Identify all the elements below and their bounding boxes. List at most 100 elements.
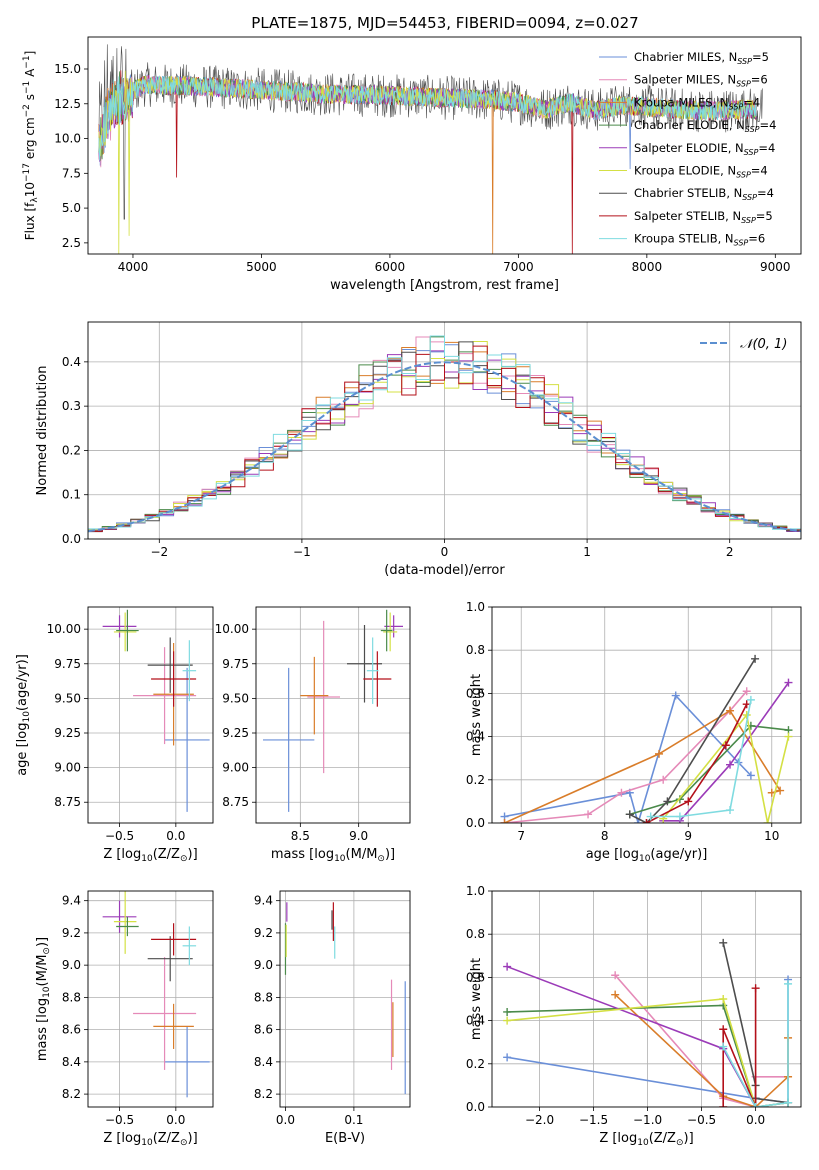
x-tick-label: 0.0 (746, 1113, 765, 1127)
x-tick-label: 10 (764, 829, 779, 843)
y-tick-label: 5.0 (62, 201, 81, 215)
data-point (763, 819, 772, 823)
axes-frame (87, 890, 214, 1108)
plot-area-age_vs_mass (256, 607, 410, 823)
data-point (719, 1025, 728, 1034)
panel-residual_hist: −2 −1 0 1 2 0.0 0.1 0.2 0.3 0.4 (data-model)/error… (35, 321, 802, 578)
x-tick-label: −0.5 (687, 1113, 716, 1127)
x-tick-label: 9000 (760, 260, 791, 274)
series-line (650, 699, 752, 818)
y-tick-label: 0.4 (466, 1014, 485, 1028)
x-tick-label: 8.5 (291, 829, 310, 843)
plot-area-mass_vs_Z (88, 891, 213, 1107)
series-line (504, 694, 752, 823)
data-point (784, 979, 793, 988)
axes-frame (279, 890, 411, 1108)
x-axis-label: wavelength [Angstrom, rest frame] (330, 278, 559, 293)
y-tick-label: 0.2 (62, 443, 81, 457)
data-point (742, 687, 751, 696)
data-point (684, 797, 693, 806)
y-tick-label: 9.0 (62, 958, 81, 972)
axes-frame (491, 890, 802, 1108)
panel-mass_vs_ebv: 0.0 0.1 8.2 8.4 8.6 8.8 9.0 9.2 9.4 E(B-V) (254, 890, 411, 1146)
y-tick-label: 0.2 (466, 1057, 485, 1071)
x-tick-label: 0.0 (166, 829, 185, 843)
legend-entry: Chabrier MILES, NSSP=5 (634, 50, 769, 66)
data-point (719, 1103, 728, 1107)
y-tick-label: 0.6 (466, 970, 485, 984)
legend-entry: Salpeter MILES, NSSP=6 (634, 73, 768, 89)
data-point (719, 938, 728, 947)
legend-entry: 𝒩(0, 1) (740, 337, 787, 352)
x-tick-label: 4000 (118, 260, 149, 274)
x-tick-label: 5000 (246, 260, 277, 274)
y-tick-label: 0.2 (466, 773, 485, 787)
axes-frame (491, 606, 802, 824)
legend-entry: Kroupa ELODIE, NSSP=4 (634, 164, 768, 180)
data-point (726, 706, 735, 715)
y-tick-label: 0.4 (466, 730, 485, 744)
x-tick-label: −1.5 (579, 1113, 608, 1127)
y-tick-label: 9.50 (54, 691, 81, 705)
panel-spectrum: 4000 5000 6000 7000 8000 9000 2.5 5.0 7.5 10.0 12.… (22, 36, 802, 293)
legend-entry: Salpeter ELODIE, NSSP=4 (634, 141, 775, 157)
plot-area-mass_vs_ebv (280, 891, 410, 1107)
x-axis-label: mass [log10(M/M⊙)] (271, 847, 395, 864)
y-tick-label: 0.0 (466, 1100, 485, 1114)
y-tick-label: 0.8 (466, 643, 485, 657)
legend-entry: Salpeter STELIB, NSSP=5 (634, 209, 773, 225)
x-tick-label: 0.0 (166, 1113, 185, 1127)
series-line (722, 988, 757, 1107)
x-axis-label: (data-model)/error (384, 563, 505, 578)
data-point (663, 797, 672, 806)
data-point (642, 819, 651, 823)
series-line (614, 974, 788, 1107)
legend-entry: Chabrier STELIB, NSSP=4 (634, 186, 774, 202)
plot-area-residual_hist (88, 322, 801, 539)
y-tick-label: 8.4 (254, 1055, 273, 1069)
legend-entry: Chabrier ELODIE, NSSP=4 (634, 118, 776, 134)
data-point (655, 749, 664, 758)
data-point (634, 819, 643, 823)
figure-title: PLATE=1875, MJD=54453, FIBERID=0094, z=0… (251, 14, 638, 32)
y-tick-label: 8.2 (254, 1087, 273, 1101)
data-point (726, 760, 735, 769)
y-axis-label: mass [log10(M/M⊙)] (35, 937, 52, 1061)
data-point (659, 775, 668, 784)
y-tick-label: 10.00 (47, 622, 81, 636)
data-point (751, 1103, 760, 1107)
x-axis-label: age [log10(age/yr)] (586, 847, 708, 864)
y-tick-label: 9.50 (222, 691, 249, 705)
x-tick-label: −1.0 (633, 1113, 662, 1127)
axes-frame (255, 606, 411, 824)
data-point (611, 971, 620, 980)
y-tick-label: 12.5 (54, 97, 81, 111)
data-point (617, 788, 626, 797)
y-tick-label: 0.0 (62, 532, 81, 546)
series-line (629, 724, 789, 816)
x-tick-label: 0 (441, 545, 449, 559)
data-point (719, 995, 728, 1003)
y-tick-label: 9.4 (254, 894, 273, 908)
series-line (504, 690, 748, 823)
y-tick-label: 15.0 (54, 62, 81, 76)
x-tick-label: 7 (517, 829, 525, 843)
y-tick-label: 8.75 (222, 795, 249, 809)
data-point (584, 810, 593, 819)
y-tick-label: 9.25 (54, 726, 81, 740)
data-point (784, 1098, 793, 1107)
series-line (646, 703, 748, 823)
data-point (776, 786, 785, 795)
data-point (500, 819, 509, 823)
y-tick-label: 9.00 (222, 761, 249, 775)
data-point (675, 795, 684, 804)
data-point (751, 654, 760, 663)
panel-weight_vs_Z: −2.0 −1.5 −1.0 −0.5 0.0 0.0 0.2 0.4 0.6 0.8 1.0 Z [… (466, 884, 802, 1148)
data-point (726, 806, 735, 815)
x-tick-label: −2.0 (525, 1113, 554, 1127)
y-tick-label: 1.0 (466, 600, 485, 614)
plot-area-age_vs_Z (88, 607, 213, 823)
x-tick-label: −1 (293, 545, 311, 559)
series-line (722, 983, 789, 1107)
y-axis-label: mass weight (469, 958, 484, 1040)
